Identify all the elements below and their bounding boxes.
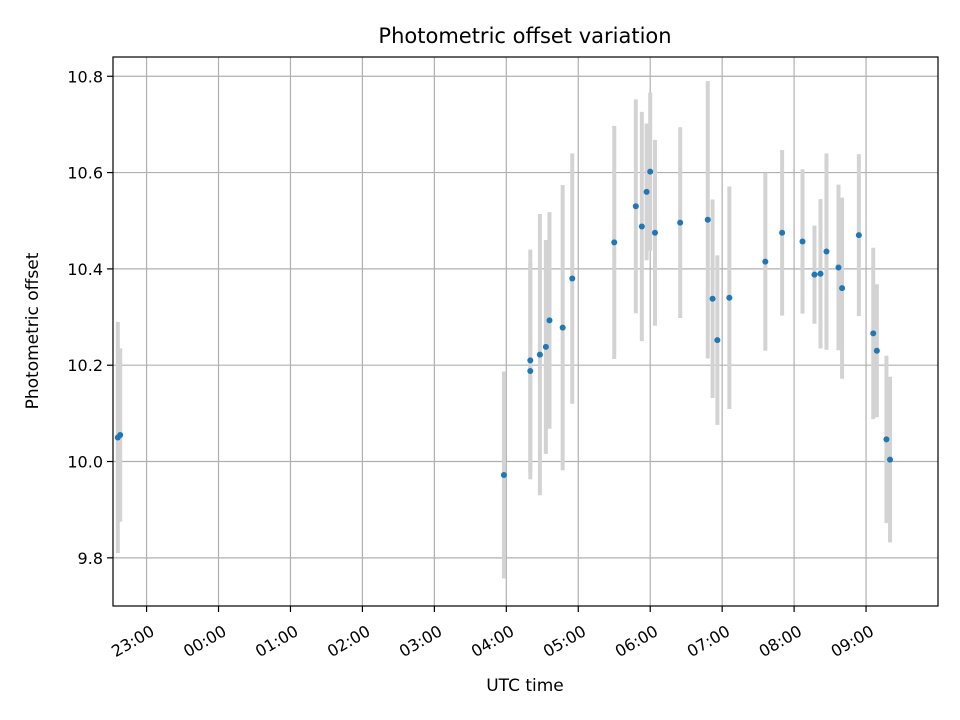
data-point (632, 203, 639, 210)
data-point (817, 270, 824, 277)
x-tick-label: 01:00 (252, 621, 301, 661)
data-point (677, 219, 684, 226)
y-axis-label: Photometric offset (23, 252, 43, 409)
data-point (559, 324, 566, 331)
x-tick-label: 04:00 (468, 621, 517, 661)
data-point (536, 351, 543, 358)
data-point (887, 456, 894, 463)
x-tick-label: 06:00 (612, 621, 661, 661)
data-point (542, 343, 549, 350)
data-point (709, 295, 716, 302)
data-point (500, 472, 507, 479)
x-tick-label: 05:00 (540, 621, 589, 661)
y-tick-label: 9.8 (78, 549, 103, 568)
data-point (779, 229, 786, 236)
data-point (823, 248, 830, 255)
data-point (611, 239, 618, 246)
y-tick-label: 10.0 (67, 453, 103, 472)
x-tick-label: 23:00 (108, 621, 157, 661)
data-point (839, 285, 846, 292)
chart-title: Photometric offset variation (378, 24, 671, 48)
data-point (811, 271, 818, 278)
y-axis: 9.8 10.0 10.2 10.4 10.6 10.8 (67, 67, 113, 568)
grid (113, 57, 938, 606)
error-bars (115, 81, 893, 579)
data-point (647, 168, 654, 175)
data-point (117, 432, 124, 439)
data-point (527, 367, 534, 374)
data-point (799, 238, 806, 245)
data-point (546, 317, 553, 324)
x-axis-label: UTC time (486, 676, 564, 696)
data-points (114, 168, 894, 479)
data-point (704, 216, 711, 223)
data-point (643, 188, 650, 195)
data-point (835, 264, 842, 271)
y-tick-label: 10.6 (67, 164, 103, 183)
data-point (873, 347, 880, 354)
data-point (638, 223, 645, 230)
data-point (652, 229, 659, 236)
data-point (527, 357, 534, 364)
data-point (714, 337, 721, 344)
y-tick-label: 10.4 (67, 260, 103, 279)
x-axis: 23:00 00:00 01:00 02:00 03:00 04:00 05:00 06:00… (108, 606, 877, 661)
x-tick-label: 02:00 (324, 621, 373, 661)
data-point (569, 275, 576, 282)
data-point (855, 232, 862, 239)
data-point (883, 436, 890, 443)
y-tick-label: 10.2 (67, 356, 103, 375)
x-tick-label: 08:00 (756, 621, 805, 661)
x-tick-label: 07:00 (684, 621, 733, 661)
data-point (762, 258, 769, 265)
plot-frame (112, 56, 939, 607)
data-point (726, 294, 733, 301)
y-tick-label: 10.8 (67, 67, 103, 86)
x-tick-label: 03:00 (396, 621, 445, 661)
data-point (870, 330, 877, 337)
x-tick-label: 09:00 (828, 621, 877, 661)
x-tick-label: 00:00 (180, 621, 229, 661)
